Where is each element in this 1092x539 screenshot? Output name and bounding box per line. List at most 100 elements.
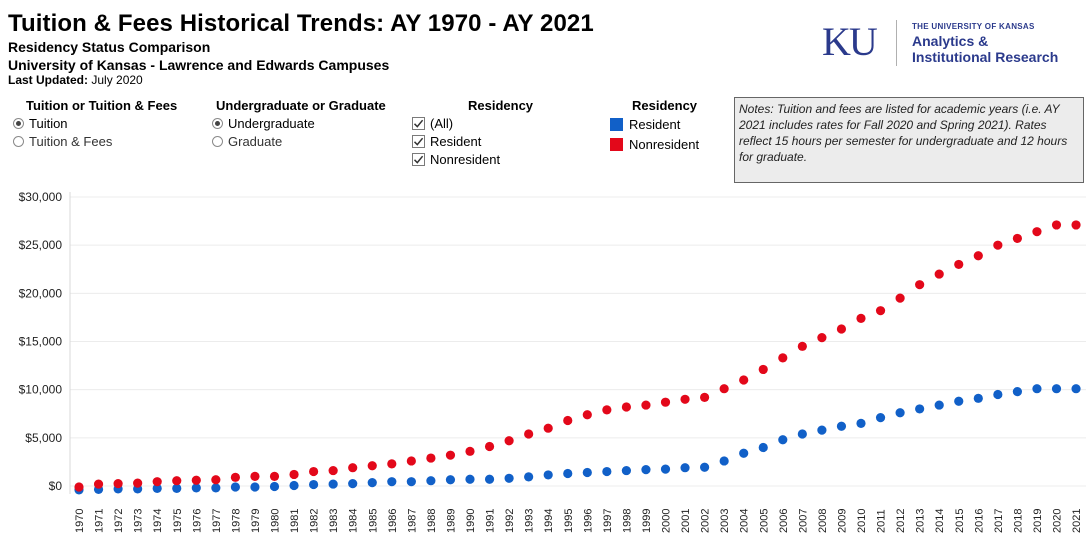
point-resident-2006[interactable] bbox=[778, 435, 788, 445]
point-resident-1995[interactable] bbox=[563, 468, 573, 479]
point-resident-2020[interactable] bbox=[1051, 384, 1062, 394]
point-nonresident-1982[interactable] bbox=[309, 466, 319, 477]
point-resident-1977[interactable] bbox=[211, 483, 221, 493]
point-nonresident-2020[interactable] bbox=[1051, 220, 1062, 230]
point-resident-1998[interactable] bbox=[621, 465, 632, 476]
point-nonresident-1985[interactable] bbox=[367, 461, 377, 471]
point-resident-2000[interactable] bbox=[660, 464, 671, 474]
point-nonresident-1970[interactable] bbox=[74, 482, 84, 492]
point-nonresident-2015[interactable] bbox=[954, 259, 964, 270]
point-resident-2003[interactable] bbox=[719, 456, 729, 466]
point-resident-1989[interactable] bbox=[445, 475, 456, 485]
point-nonresident-2006[interactable] bbox=[778, 353, 788, 363]
point-resident-1992[interactable] bbox=[504, 473, 514, 483]
point-nonresident-1971[interactable] bbox=[93, 479, 104, 489]
point-nonresident-1991[interactable] bbox=[484, 441, 495, 452]
point-resident-1974[interactable] bbox=[152, 483, 162, 494]
point-nonresident-1986[interactable] bbox=[387, 459, 397, 469]
point-resident-1994[interactable] bbox=[543, 470, 553, 480]
radio-graduate[interactable]: Graduate bbox=[212, 134, 282, 149]
point-resident-2012[interactable] bbox=[895, 408, 905, 418]
point-nonresident-2018[interactable] bbox=[1012, 233, 1023, 244]
legend-item-resident[interactable]: Resident bbox=[610, 117, 680, 132]
checkbox-nonresident[interactable]: Nonresident bbox=[412, 152, 500, 167]
point-nonresident-1994[interactable] bbox=[543, 423, 553, 433]
point-resident-1999[interactable] bbox=[641, 465, 651, 475]
point-nonresident-1998[interactable] bbox=[621, 402, 632, 412]
radio-tuition-fees[interactable]: Tuition & Fees bbox=[13, 134, 112, 149]
point-nonresident-1995[interactable] bbox=[563, 415, 573, 426]
point-resident-2010[interactable] bbox=[856, 418, 866, 428]
point-nonresident-2000[interactable] bbox=[660, 397, 671, 407]
point-nonresident-2012[interactable] bbox=[895, 293, 905, 303]
point-resident-2014[interactable] bbox=[934, 400, 944, 410]
point-resident-2017[interactable] bbox=[993, 389, 1003, 400]
radio-tuition[interactable]: Tuition bbox=[13, 116, 68, 131]
point-nonresident-1978[interactable] bbox=[230, 472, 240, 482]
point-resident-1982[interactable] bbox=[309, 479, 319, 490]
point-nonresident-1975[interactable] bbox=[172, 476, 182, 486]
point-resident-2019[interactable] bbox=[1032, 384, 1042, 394]
point-resident-2021[interactable] bbox=[1071, 384, 1081, 394]
point-nonresident-2001[interactable] bbox=[680, 394, 690, 404]
point-resident-2011[interactable] bbox=[875, 413, 886, 423]
point-nonresident-1983[interactable] bbox=[328, 465, 338, 476]
point-nonresident-2009[interactable] bbox=[836, 324, 847, 334]
point-resident-1984[interactable] bbox=[348, 478, 358, 489]
point-resident-2007[interactable] bbox=[797, 429, 807, 439]
point-nonresident-2003[interactable] bbox=[719, 384, 729, 394]
point-resident-1991[interactable] bbox=[484, 474, 495, 484]
point-resident-1983[interactable] bbox=[328, 479, 338, 489]
point-nonresident-1990[interactable] bbox=[465, 446, 475, 456]
point-resident-2013[interactable] bbox=[915, 404, 925, 414]
point-nonresident-2002[interactable] bbox=[700, 392, 710, 402]
point-nonresident-1999[interactable] bbox=[641, 400, 651, 410]
point-nonresident-2008[interactable] bbox=[817, 333, 827, 343]
point-nonresident-1976[interactable] bbox=[191, 475, 201, 485]
point-nonresident-1974[interactable] bbox=[152, 477, 162, 487]
checkbox-resident[interactable]: Resident bbox=[412, 134, 481, 149]
point-nonresident-2007[interactable] bbox=[797, 341, 807, 351]
point-nonresident-1980[interactable] bbox=[269, 471, 280, 481]
point-resident-1978[interactable] bbox=[230, 482, 240, 492]
point-resident-2009[interactable] bbox=[836, 421, 847, 431]
point-nonresident-1979[interactable] bbox=[250, 471, 260, 481]
point-resident-1996[interactable] bbox=[582, 467, 592, 478]
point-resident-2016[interactable] bbox=[973, 393, 983, 403]
point-resident-2002[interactable] bbox=[700, 462, 710, 472]
point-resident-1987[interactable] bbox=[406, 477, 416, 487]
point-nonresident-1973[interactable] bbox=[133, 478, 143, 488]
point-nonresident-1984[interactable] bbox=[348, 463, 358, 473]
point-nonresident-1989[interactable] bbox=[445, 450, 456, 460]
point-resident-2008[interactable] bbox=[817, 425, 827, 435]
point-nonresident-2005[interactable] bbox=[758, 364, 768, 375]
point-resident-2015[interactable] bbox=[954, 396, 964, 406]
point-resident-1981[interactable] bbox=[289, 480, 299, 491]
point-resident-1976[interactable] bbox=[191, 483, 201, 493]
point-nonresident-1992[interactable] bbox=[504, 436, 514, 446]
point-nonresident-1977[interactable] bbox=[211, 475, 221, 485]
point-resident-1980[interactable] bbox=[269, 481, 280, 492]
point-nonresident-2010[interactable] bbox=[856, 313, 866, 323]
point-nonresident-2011[interactable] bbox=[875, 306, 886, 316]
point-nonresident-1988[interactable] bbox=[426, 453, 436, 463]
point-resident-2004[interactable] bbox=[739, 448, 749, 458]
point-nonresident-1993[interactable] bbox=[524, 429, 534, 439]
point-resident-2005[interactable] bbox=[758, 442, 768, 453]
point-nonresident-2019[interactable] bbox=[1032, 227, 1042, 237]
point-resident-2001[interactable] bbox=[680, 463, 690, 473]
point-resident-1975[interactable] bbox=[172, 483, 182, 494]
point-nonresident-2004[interactable] bbox=[739, 375, 749, 385]
point-nonresident-1981[interactable] bbox=[289, 469, 299, 480]
point-resident-1993[interactable] bbox=[524, 472, 534, 482]
point-resident-1997[interactable] bbox=[602, 466, 612, 477]
point-nonresident-1996[interactable] bbox=[582, 410, 592, 420]
legend-item-nonresident[interactable]: Nonresident bbox=[610, 137, 699, 152]
point-resident-1990[interactable] bbox=[465, 474, 475, 484]
point-nonresident-2021[interactable] bbox=[1071, 220, 1081, 230]
checkbox-all[interactable]: (All) bbox=[412, 116, 453, 131]
point-nonresident-2016[interactable] bbox=[973, 251, 983, 261]
point-nonresident-1987[interactable] bbox=[406, 456, 416, 466]
point-resident-2018[interactable] bbox=[1012, 386, 1023, 397]
point-resident-1988[interactable] bbox=[426, 476, 436, 486]
